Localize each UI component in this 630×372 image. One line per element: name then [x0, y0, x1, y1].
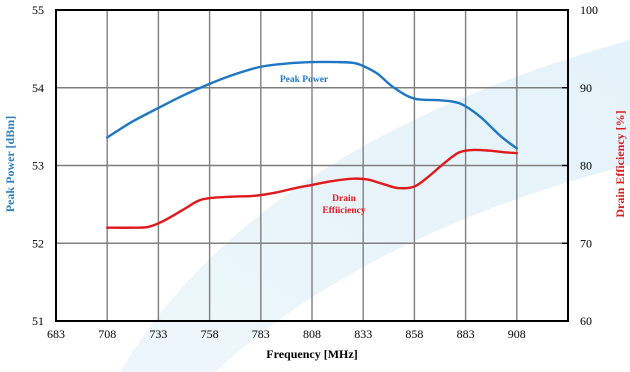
x-axis-title: Frequency [MHz] — [266, 347, 357, 361]
watermark-swoosh — [120, 40, 630, 372]
y-left-axis-title: Peak Power [dBm] — [3, 116, 17, 212]
series-label-drain-efficiency: Drain — [332, 194, 356, 204]
grid-lines — [56, 10, 568, 321]
x-tick-label: 733 — [149, 327, 167, 341]
y-right-tick-label: 90 — [580, 81, 592, 95]
y-right-tick-labels: 60 70 80 90 100 — [580, 3, 598, 328]
y-left-tick-label: 55 — [32, 3, 44, 17]
x-tick-label: 708 — [98, 327, 116, 341]
x-tick-label: 758 — [201, 327, 219, 341]
series-line-peak-power — [106, 60, 518, 150]
y-left-tick-label: 54 — [32, 81, 44, 95]
y-right-tick-label: 100 — [580, 3, 598, 17]
y-left-tick-label: 51 — [32, 314, 44, 328]
plot-frame — [55, 9, 569, 322]
x-tick-label: 683 — [47, 327, 65, 341]
series-line-drain-efficiency — [106, 148, 518, 229]
series-lines — [106, 60, 518, 229]
y-right-tick-label: 80 — [580, 159, 592, 173]
x-tick-labels: 683 708 733 758 783 808 833 858 883 908 — [47, 327, 526, 341]
x-tick-label: 883 — [457, 327, 475, 341]
x-tick-label: 808 — [303, 327, 321, 341]
y-left-tick-labels: 51 52 53 54 55 — [32, 3, 44, 328]
x-tick-label: 833 — [354, 327, 372, 341]
y-left-tick-label: 53 — [32, 159, 44, 173]
series-label-drain-efficiency: Effiiciency — [322, 206, 366, 216]
x-tick-label: 858 — [405, 327, 423, 341]
x-tick-label: 908 — [508, 327, 526, 341]
x-tick-label: 783 — [252, 327, 270, 341]
series-label-peak-power: Peak Power — [280, 75, 329, 85]
series-labels: Peak Power Drain Effiiciency — [280, 75, 366, 216]
y-right-tick-label: 60 — [580, 314, 592, 328]
y-left-tick-label: 52 — [32, 236, 44, 250]
y-right-tick-label: 70 — [580, 236, 592, 250]
y-right-axis-title: Drain Efficiency [%] — [613, 110, 627, 217]
